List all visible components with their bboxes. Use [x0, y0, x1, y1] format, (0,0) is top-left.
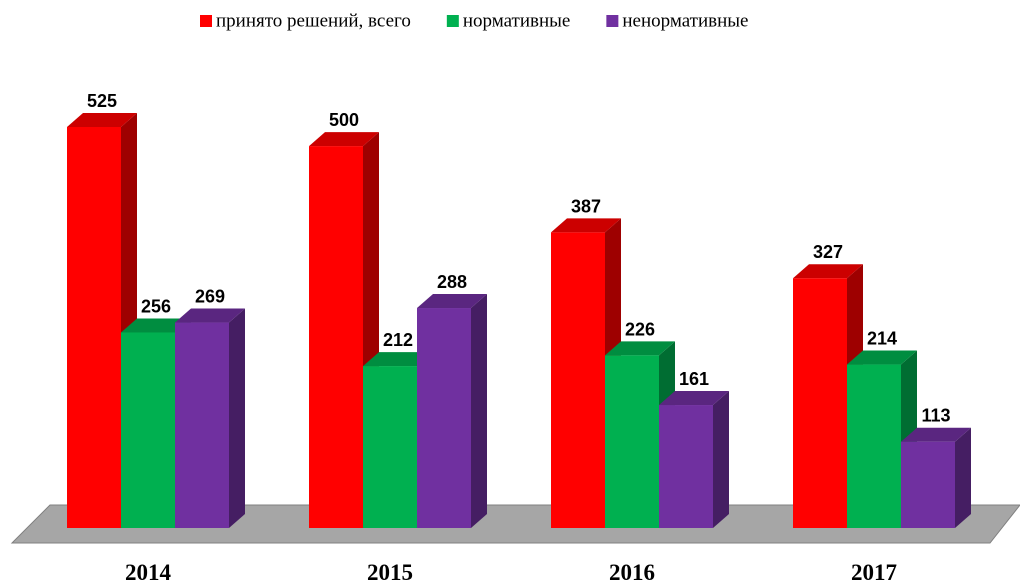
bar	[847, 364, 901, 528]
bar-side	[955, 427, 971, 528]
value-label: 161	[679, 369, 709, 389]
value-label: 269	[195, 287, 225, 307]
value-label: 525	[87, 91, 117, 111]
bar	[121, 332, 175, 528]
x-tick-label: 2014	[125, 560, 172, 583]
x-tick-label: 2015	[367, 560, 413, 583]
value-label: 327	[813, 242, 843, 262]
bar	[175, 322, 229, 528]
x-tick-label: 2016	[609, 560, 655, 583]
bar	[417, 308, 471, 528]
bar	[363, 366, 417, 528]
bar-top	[121, 318, 191, 333]
legend-swatch	[200, 15, 212, 27]
value-label: 500	[329, 110, 359, 130]
bar-top	[793, 264, 863, 279]
legend-label: нормативные	[463, 10, 571, 31]
value-label: 214	[867, 329, 897, 349]
bar	[793, 278, 847, 528]
bar-side	[229, 308, 245, 528]
value-label: 113	[921, 406, 950, 426]
bar-top	[175, 308, 245, 323]
bar	[551, 232, 605, 529]
x-tick-label: 2017	[851, 560, 897, 583]
bar-side	[713, 391, 729, 528]
bar-top	[417, 294, 487, 309]
legend-swatch	[446, 15, 459, 27]
bar-side	[471, 294, 487, 528]
bar-top	[67, 113, 137, 127]
value-label: 256	[141, 296, 171, 316]
bar-top	[605, 341, 675, 356]
bar-top	[309, 132, 379, 147]
bar-top	[659, 391, 729, 406]
bar-top	[551, 218, 621, 233]
bar	[67, 127, 121, 528]
value-label: 212	[383, 330, 413, 350]
legend-label: принято решений, всего	[216, 10, 411, 31]
value-label: 226	[625, 319, 655, 339]
bar	[901, 441, 955, 528]
bar	[309, 146, 363, 528]
bar	[659, 405, 713, 528]
value-label: 387	[571, 196, 601, 216]
bar	[605, 355, 659, 528]
value-label: 288	[437, 272, 467, 292]
bar-top	[363, 352, 433, 367]
bar-top	[901, 427, 971, 442]
legend-label: ненормативные	[622, 10, 748, 31]
bar-top	[847, 350, 917, 365]
floor	[10, 504, 1020, 544]
legend-swatch	[606, 15, 619, 27]
